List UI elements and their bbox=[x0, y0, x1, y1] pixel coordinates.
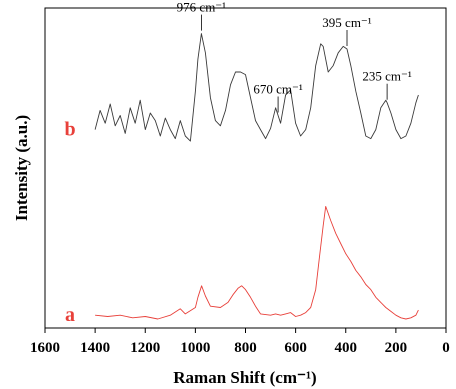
peak-label-670: 670 cm⁻¹ bbox=[253, 82, 302, 97]
plot-frame bbox=[44, 7, 447, 329]
x-tick-label-800: 800 bbox=[234, 340, 257, 356]
series-lines bbox=[94, 33, 419, 320]
peak-label-235: 235 cm⁻¹ bbox=[362, 69, 411, 84]
series-tag-a: a bbox=[65, 304, 75, 326]
x-tick-label-1000: 1000 bbox=[180, 340, 210, 356]
peak-annotations: 976 cm⁻¹ 670 cm⁻¹ 395 cm⁻¹ 235 cm⁻¹ bbox=[177, 0, 412, 113]
x-axis-ticks bbox=[44, 328, 447, 333]
x-tick-label-1600: 1600 bbox=[30, 340, 60, 356]
x-tick-label-0: 0 bbox=[442, 340, 450, 356]
x-tick-label-400: 400 bbox=[335, 340, 358, 356]
x-axis-tick-labels: 1600 1400 1200 1000 800 600 400 200 0 bbox=[30, 340, 450, 356]
series-line-b bbox=[94, 33, 419, 142]
x-tick-label-1400: 1400 bbox=[80, 340, 110, 356]
x-tick-label-200: 200 bbox=[385, 340, 408, 356]
series-tags: ab bbox=[64, 119, 75, 327]
peak-label-395: 395 cm⁻¹ bbox=[322, 15, 371, 30]
peak-label-976: 976 cm⁻¹ bbox=[177, 0, 226, 15]
x-axis-label: Raman Shift (cm⁻¹) bbox=[173, 368, 316, 387]
x-tick-label-600: 600 bbox=[284, 340, 307, 356]
y-axis-label: Intensity (a.u.) bbox=[12, 115, 31, 221]
series-line-a bbox=[95, 205, 419, 320]
x-tick-label-1200: 1200 bbox=[130, 340, 160, 356]
series-tag-b: b bbox=[64, 119, 75, 141]
